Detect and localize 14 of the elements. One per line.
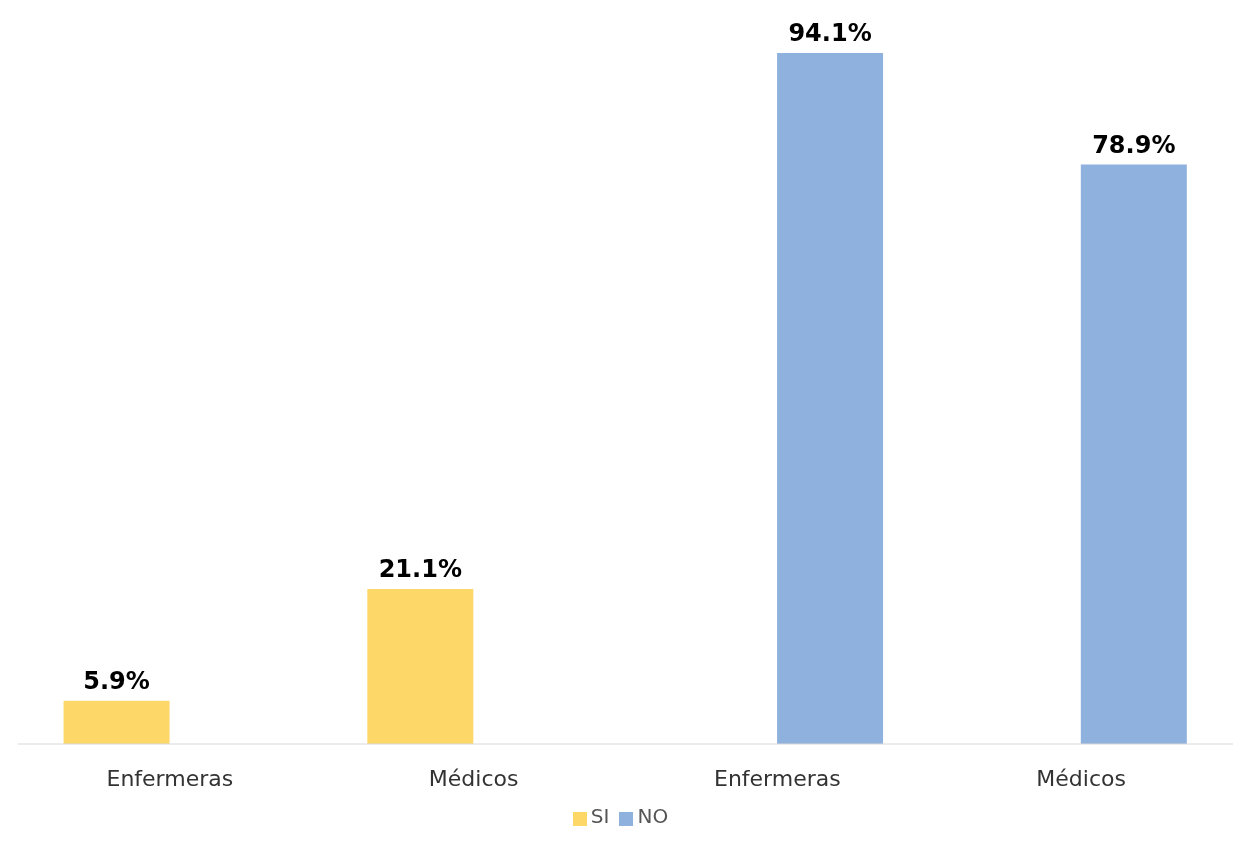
x-tick-label: Médicos <box>1036 765 1126 791</box>
x-tick-label: Médicos <box>428 765 519 791</box>
data-label: 21.1% <box>378 555 462 584</box>
bar <box>1080 164 1187 744</box>
x-tick-label: Enfermeras <box>106 765 234 791</box>
data-label: 94.1% <box>788 19 872 47</box>
bar <box>367 589 474 744</box>
data-label: 5.9% <box>83 666 150 695</box>
legend-label: SI <box>590 804 610 828</box>
x-tick-label: Enfermeras <box>714 765 841 791</box>
data-label: 78.9% <box>1092 130 1176 159</box>
legend-label: NO <box>637 804 669 828</box>
bar <box>777 53 884 744</box>
bar <box>63 700 170 744</box>
